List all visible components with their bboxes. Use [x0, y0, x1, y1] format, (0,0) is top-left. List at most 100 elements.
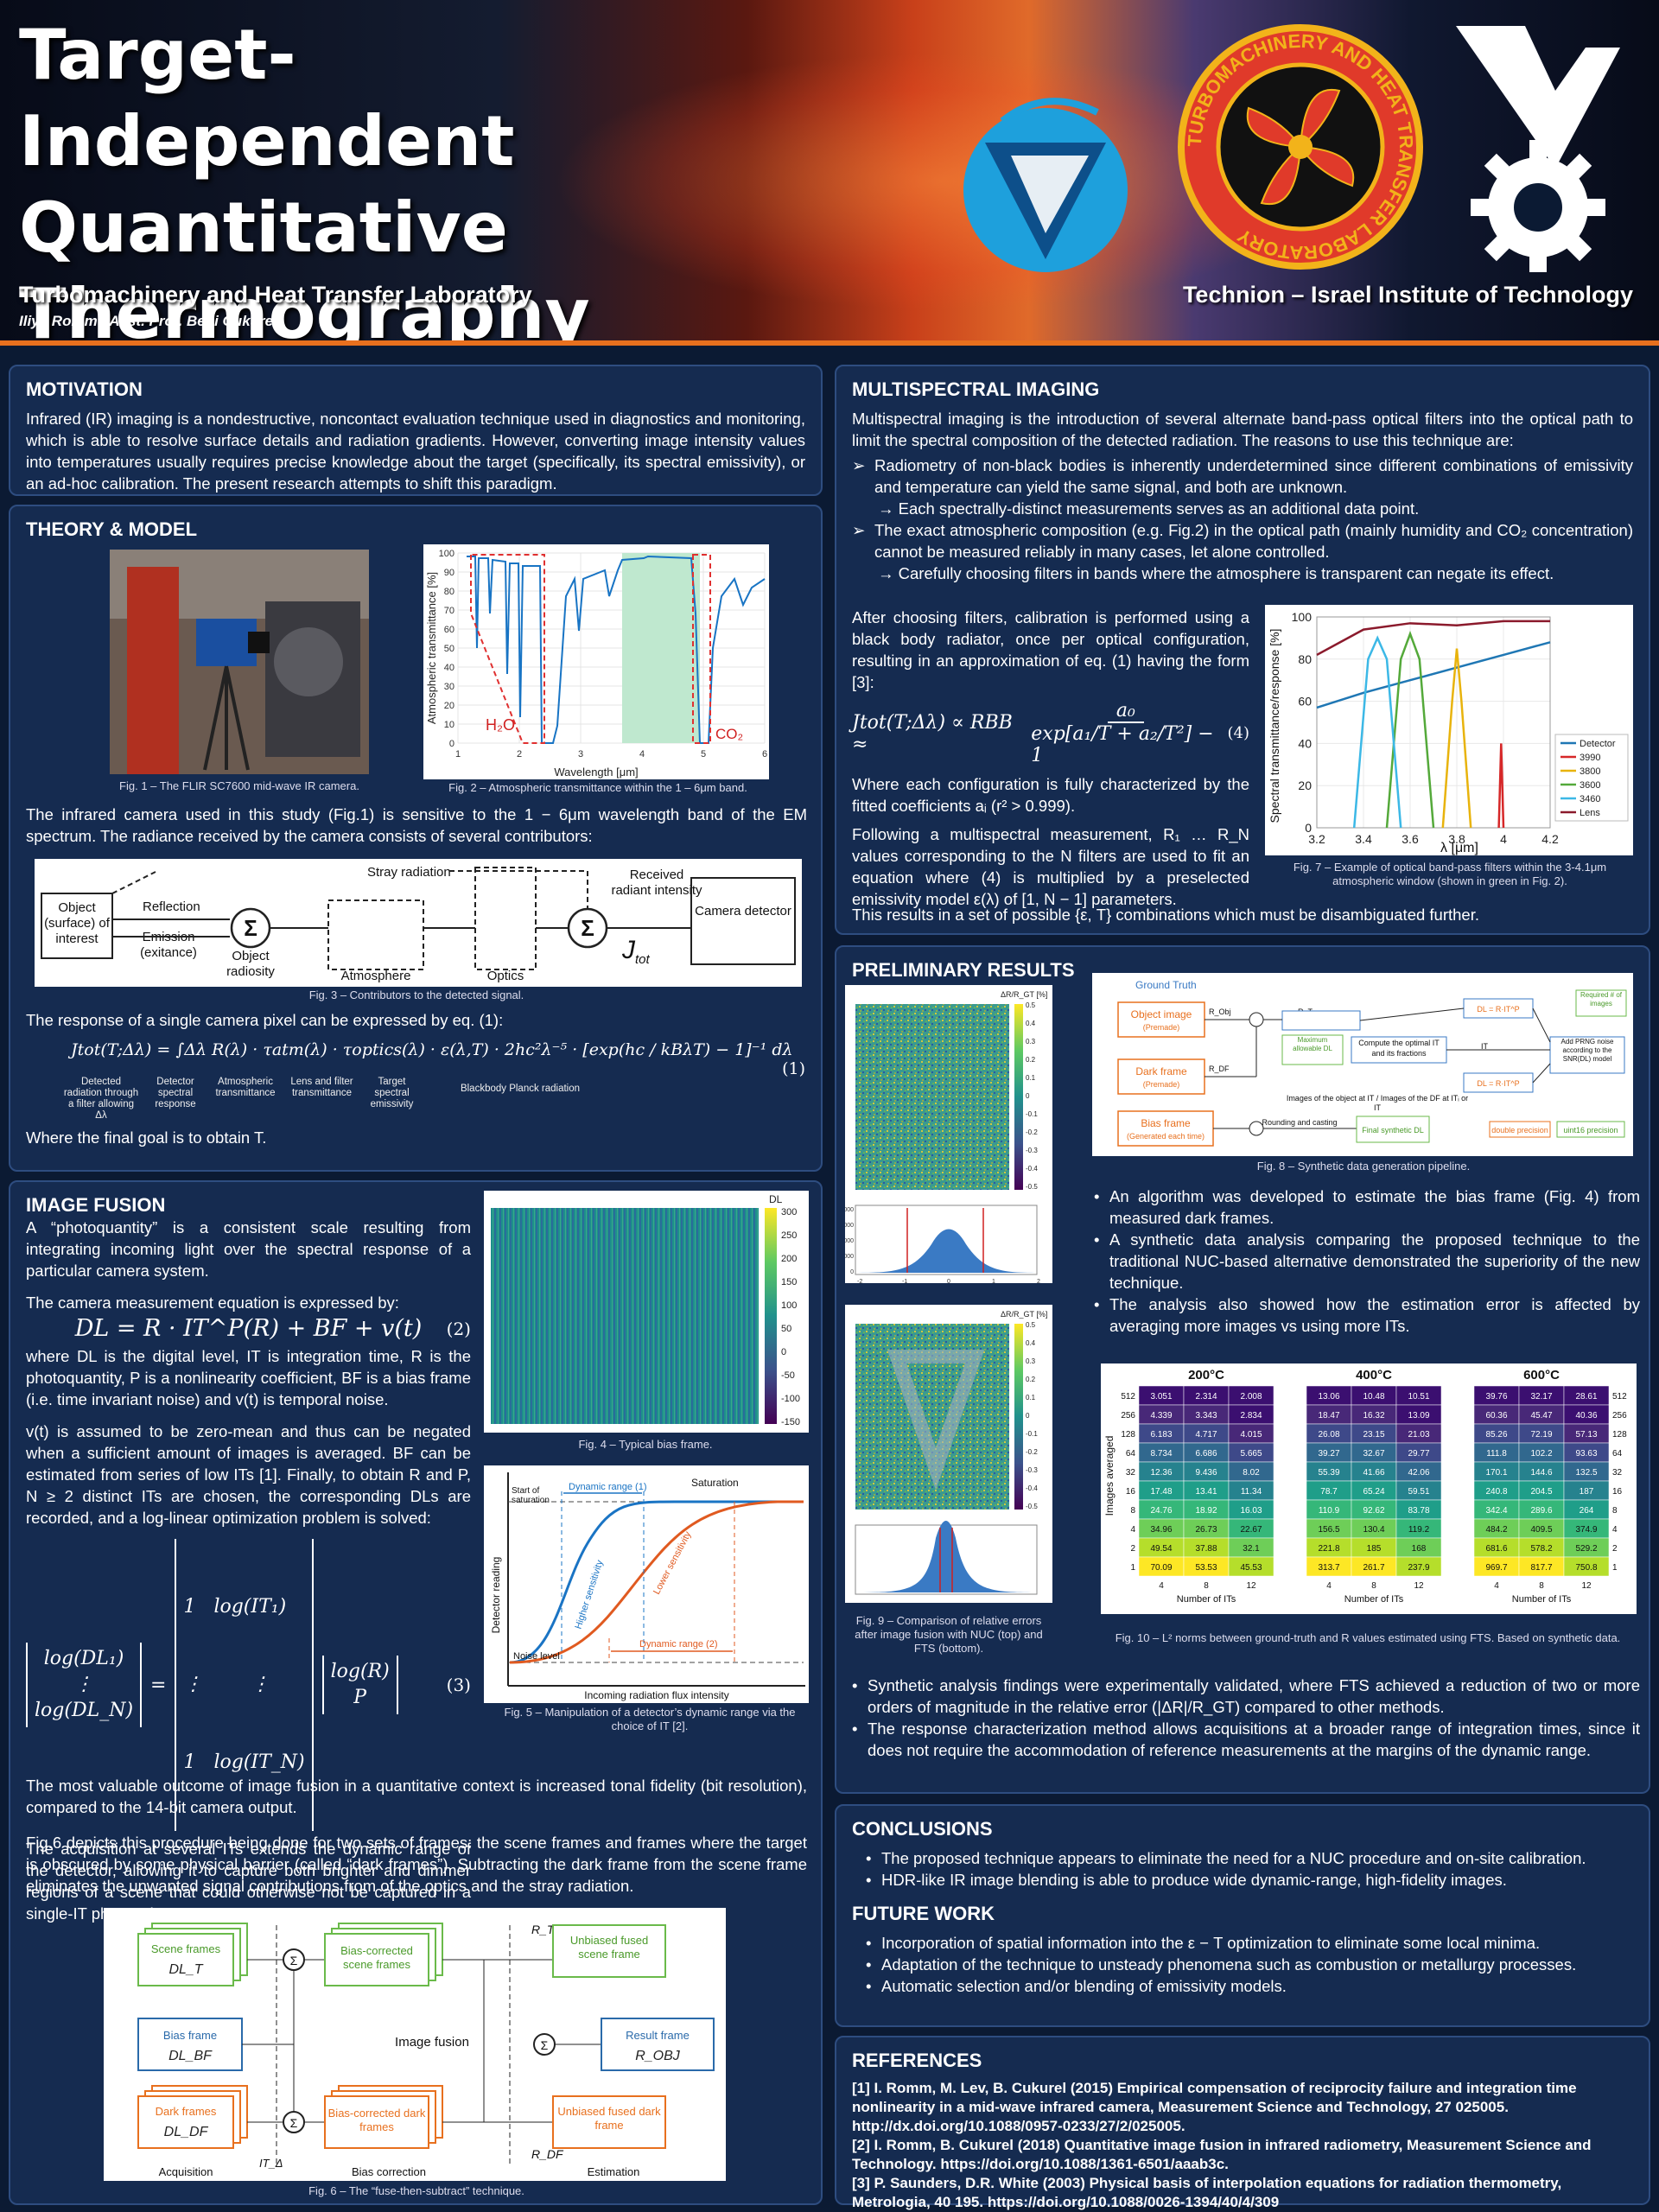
fig2-xlabel: Wavelength [μm] [554, 766, 638, 779]
fig10-ytick: 512 [1612, 1392, 1627, 1402]
fusion-panel: IMAGE FUSION A “photoquantity” is a cons… [9, 1180, 823, 2205]
fig9-cb-tick: -0.5 [1026, 1183, 1038, 1191]
fig4-cb-tick: -150 [781, 1417, 800, 1427]
motivation-panel: MOTIVATION Infrared (IR) imaging is a no… [9, 365, 823, 496]
fig10-cell [1228, 1556, 1274, 1577]
fig5-dynamic-range-chart: Saturation Start of saturation Dynamic r… [484, 1465, 809, 1703]
fig10-xtick: 4 [1159, 1581, 1164, 1591]
multi-text-1: Multispectral imaging is the introductio… [852, 410, 1633, 449]
eq1-number: (1) [782, 1059, 805, 1078]
fig10-xlabel: Number of ITs [1177, 1594, 1236, 1605]
fig10-cell-value: 55.39 [1318, 1468, 1339, 1478]
authors: Iliya Romm , Asst. Prof. Beni Cukurel [19, 313, 277, 329]
title-line-1: Target-Independent [19, 15, 515, 181]
fig10-panel-title: 600°C [1523, 1368, 1560, 1382]
fig5-caption: Fig. 5 – Manipulation of a detector’s dy… [504, 1706, 796, 1732]
fig4-caption: Fig. 4 – Typical bias frame. [578, 1438, 713, 1451]
fig6-bias-label: Bias frame [163, 2029, 217, 2042]
fig9-cb-title-top: ΔR/R_GT [%] [1001, 990, 1047, 999]
fig10-cell-value: 83.78 [1408, 1506, 1429, 1516]
fig4-cb-tick: -100 [781, 1394, 800, 1404]
fig9-cb-tick: -0.5 [1026, 1503, 1038, 1510]
svg-text:Jtot: Jtot [621, 936, 651, 967]
fig9-hist-xtick: 1 [992, 1279, 995, 1285]
fig8-req-label: Required # of images [1580, 991, 1623, 1007]
fig7-legend-item: Lens [1580, 808, 1600, 818]
eq1-note-4: Lens and filter transmittance [290, 1077, 353, 1098]
fig10-xtick: 12 [1581, 1581, 1592, 1591]
fig10-cell-value: 32.67 [1363, 1449, 1384, 1459]
fig10-cell-value: 45.47 [1530, 1411, 1552, 1421]
prelim-bullet-2: A synthetic data analysis comparing the … [1087, 1229, 1640, 1294]
fig10-ytick: 4 [1130, 1525, 1135, 1535]
fig5-noise-label: Noise level [513, 1651, 560, 1662]
fig8-it-label: IT [1481, 1042, 1489, 1051]
svg-text:Σ: Σ [290, 1954, 298, 1967]
multi-text-5: This results in a set of possible {ε, T}… [852, 906, 1479, 924]
fig10-cell-value: 93.63 [1575, 1449, 1597, 1459]
fig4-cb-tick: 300 [781, 1207, 797, 1217]
fig9-hist-ytick: 0 [850, 1269, 854, 1275]
fig7-legend-item: 3600 [1580, 780, 1600, 791]
fig8-dl-bottom: DL = R·IT^P [1477, 1079, 1519, 1088]
eq4-numerator: a₀ [1107, 700, 1144, 723]
technion-logo-icon [1456, 26, 1620, 272]
fig10-xlabel: Number of ITs [1344, 1594, 1404, 1605]
fig9-hist-xtick: 0 [947, 1279, 950, 1285]
fig7-xtick: 3.8 [1448, 832, 1465, 846]
eq3-lhs-2: ⋮ [74, 1674, 94, 1695]
fig10-cell-value: 110.9 [1319, 1506, 1340, 1516]
future-work-list: Incorporation of spatial information int… [852, 1932, 1633, 1997]
fig10-cell-value: 41.66 [1363, 1468, 1384, 1478]
fig10-cell-value: 10.51 [1408, 1392, 1429, 1402]
future-work-title: FUTURE WORK [852, 1903, 995, 1924]
fig10-cell-value: 17.48 [1150, 1487, 1172, 1497]
fig8-round-label: Rounding and casting [1262, 1118, 1337, 1127]
fig10-ytick: 1 [1130, 1563, 1135, 1573]
fig10-cell-value: 2.834 [1240, 1411, 1262, 1421]
fig2-ytick: 50 [444, 644, 454, 654]
fig10-cell-value: 130.4 [1363, 1525, 1384, 1535]
fig10-cell-value: 13.06 [1318, 1392, 1339, 1402]
prelim-bullet-4: Synthetic analysis findings were experim… [845, 1675, 1640, 1718]
fig9-cb-tick: -0.4 [1026, 1484, 1038, 1492]
fig8-bias-sub: (Generated each time) [1127, 1132, 1205, 1141]
motivation-title: MOTIVATION [26, 378, 143, 400]
fig10-cell-value: 13.09 [1408, 1411, 1429, 1421]
fig8-obj-label: Object image [1131, 1008, 1192, 1020]
fig10-cell-value: 204.5 [1530, 1487, 1552, 1497]
fig10-cell-value: 13.41 [1195, 1487, 1217, 1497]
fig7-xtick: 4 [1500, 832, 1507, 846]
fig10-ytick: 8 [1612, 1506, 1618, 1516]
fig10-cell-value: 6.183 [1150, 1430, 1172, 1440]
fig7-ytick: 20 [1298, 779, 1312, 792]
fig10-ytick: 1 [1612, 1563, 1618, 1573]
multi-bullet-2: The exact atmospheric composition (e.g. … [852, 519, 1633, 563]
fig10-cell-value: 22.67 [1240, 1525, 1262, 1535]
fig10-cell-value: 39.76 [1485, 1392, 1507, 1402]
fig2-ytick: 60 [444, 625, 454, 635]
fig10-cell-value: 60.36 [1485, 1411, 1507, 1421]
multi-text-4: Following a multispectral measurement, R… [852, 825, 1249, 908]
conclusions-panel: CONCLUSIONS The proposed technique appea… [835, 1804, 1650, 2027]
fusion-left-column: A “photoquantity” is a consistent scale … [26, 1217, 471, 1924]
fig7-series-line [1441, 648, 1472, 829]
fig3-stray-label: Stray radiation [367, 865, 451, 880]
fig7-legend-item: 3800 [1580, 766, 1600, 777]
fig5-dr2-label: Dynamic range (2) [639, 1639, 717, 1649]
fig3-emission-label: Emission (exitance) [140, 930, 197, 960]
fig9-hist-xtick: -1 [902, 1279, 907, 1285]
fig10-cell-value: 11.34 [1241, 1487, 1262, 1497]
fig9-cb-tick: -0.1 [1026, 1430, 1038, 1438]
fig10-cell-value: 10.48 [1363, 1392, 1384, 1402]
fig10-cell-value: 23.15 [1363, 1430, 1384, 1440]
fig10-xtick: 12 [1414, 1581, 1424, 1591]
fig10-cell-value: 45.53 [1240, 1563, 1262, 1573]
lab-name: Turbomachinery and Heat Transfer Laborat… [19, 282, 532, 308]
fig4-cb-tick: 200 [781, 1254, 797, 1264]
fig10-cell-value: 24.76 [1150, 1506, 1172, 1516]
fig7-series-line [1385, 630, 1435, 829]
eq1-note-5: Target spectral emissivity [370, 1077, 414, 1109]
fig10-cell-value: 70.09 [1150, 1563, 1172, 1573]
header-accent-bar [0, 340, 1659, 346]
